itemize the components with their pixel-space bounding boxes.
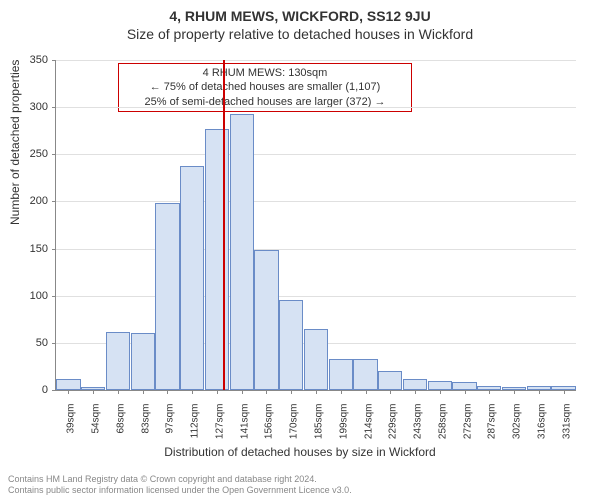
histogram-bar	[428, 381, 452, 390]
histogram-bar	[131, 333, 155, 390]
x-tick	[118, 390, 119, 394]
x-tick	[192, 390, 193, 394]
x-tick	[489, 390, 490, 394]
y-tick-label: 0	[8, 384, 48, 396]
x-tick	[68, 390, 69, 394]
grid-line	[56, 201, 576, 202]
grid-line	[56, 249, 576, 250]
y-tick	[52, 249, 56, 250]
y-tick-label: 50	[8, 337, 48, 349]
plot-wrap: 05010015020025030035039sqm54sqm68sqm83sq…	[55, 60, 575, 390]
histogram-bar	[106, 332, 130, 390]
histogram-bar	[353, 359, 377, 390]
y-tick-label: 150	[8, 243, 48, 255]
chart-title: Size of property relative to detached ho…	[0, 26, 600, 42]
histogram-bar	[230, 114, 254, 390]
y-tick-label: 100	[8, 290, 48, 302]
histogram-bar	[304, 329, 328, 390]
x-tick	[366, 390, 367, 394]
x-tick	[167, 390, 168, 394]
x-tick	[465, 390, 466, 394]
x-tick	[341, 390, 342, 394]
x-tick	[564, 390, 565, 394]
footer-line-1: Contains HM Land Registry data © Crown c…	[8, 474, 352, 485]
y-tick	[52, 201, 56, 202]
chart-container: 4, RHUM MEWS, WICKFORD, SS12 9JU Size of…	[0, 0, 600, 500]
x-tick	[217, 390, 218, 394]
footer-line-2: Contains public sector information licen…	[8, 485, 352, 496]
x-tick	[266, 390, 267, 394]
x-tick	[291, 390, 292, 394]
histogram-bar	[378, 371, 402, 390]
x-axis-label: Distribution of detached houses by size …	[0, 445, 600, 459]
histogram-bar	[279, 300, 303, 391]
grid-line	[56, 60, 576, 61]
footer-attribution: Contains HM Land Registry data © Crown c…	[8, 474, 352, 496]
y-tick	[52, 60, 56, 61]
y-tick	[52, 154, 56, 155]
histogram-bar	[56, 379, 80, 390]
x-tick	[415, 390, 416, 394]
histogram-bar	[155, 203, 179, 390]
grid-line	[56, 154, 576, 155]
x-tick	[390, 390, 391, 394]
x-tick	[242, 390, 243, 394]
y-tick	[52, 343, 56, 344]
marker-line	[223, 60, 225, 390]
y-tick-label: 350	[8, 54, 48, 66]
histogram-bar	[180, 166, 204, 390]
x-tick	[143, 390, 144, 394]
y-tick	[52, 390, 56, 391]
y-tick-label: 300	[8, 101, 48, 113]
x-tick	[539, 390, 540, 394]
histogram-bar	[254, 250, 278, 390]
x-tick	[440, 390, 441, 394]
histogram-bar	[403, 379, 427, 390]
y-tick	[52, 107, 56, 108]
histogram-bar	[205, 129, 229, 390]
plot-area: 05010015020025030035039sqm54sqm68sqm83sq…	[55, 60, 576, 391]
x-tick	[316, 390, 317, 394]
y-tick-label: 200	[8, 195, 48, 207]
histogram-bar	[329, 359, 353, 390]
y-tick	[52, 296, 56, 297]
grid-line	[56, 107, 576, 108]
y-tick-label: 250	[8, 148, 48, 160]
grid-line	[56, 296, 576, 297]
address-line: 4, RHUM MEWS, WICKFORD, SS12 9JU	[0, 0, 600, 24]
x-tick	[93, 390, 94, 394]
x-tick	[514, 390, 515, 394]
histogram-bar	[452, 382, 476, 390]
